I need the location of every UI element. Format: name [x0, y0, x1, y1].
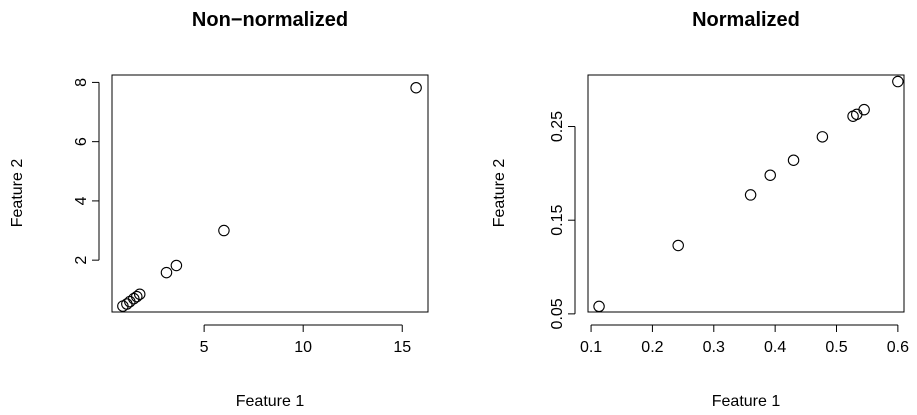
- y-tick-label: 2: [73, 256, 90, 265]
- x-tick-label: 0.2: [641, 339, 663, 356]
- x-axis-label-2: Feature 1: [712, 393, 781, 410]
- y-tick-label: 8: [73, 78, 90, 87]
- x-tick-label: 0.4: [764, 339, 786, 356]
- panel-normalized: Normalized 0.1 0.2 0.3 0.4 0.5 0.6 0.050.150.…: [491, 9, 909, 410]
- y-tick-label: 0.15: [549, 205, 566, 236]
- panel-non-normalized: Non−normalized 5 10 15 2 4 6 8 Feature 1 Feat…: [9, 9, 428, 410]
- data-point: [161, 267, 171, 277]
- x-axis-label-1: Feature 1: [236, 393, 305, 410]
- points-2: [594, 76, 903, 311]
- data-point: [852, 109, 862, 119]
- data-point: [219, 225, 229, 235]
- y-axis-label-1: Feature 2: [9, 159, 26, 228]
- data-point: [673, 240, 683, 250]
- x-tick-label: 10: [294, 339, 312, 356]
- data-point: [788, 155, 798, 165]
- data-point: [594, 301, 604, 311]
- x-tick-label: 15: [393, 339, 411, 356]
- x-axis-1: 5 10 15: [200, 325, 412, 356]
- y-axis-label-2: Feature 2: [491, 159, 508, 228]
- chart-title-1: Non−normalized: [192, 9, 348, 31]
- y-axis-2: 0.05 0.15 0.25: [549, 111, 575, 330]
- data-point: [765, 170, 775, 180]
- plot-frame-1: [112, 75, 428, 312]
- y-axis-1: 2 4 6 8: [73, 78, 99, 265]
- x-tick-label: 0.3: [703, 339, 725, 356]
- data-point: [411, 83, 421, 93]
- x-tick-label: 0.1: [580, 339, 602, 356]
- x-tick-label: 0.5: [825, 339, 847, 356]
- data-point: [171, 260, 181, 270]
- x-tick-label: 0.6: [887, 339, 909, 356]
- points-1: [118, 83, 422, 312]
- data-point: [745, 190, 755, 200]
- y-tick-label: 6: [73, 137, 90, 146]
- data-point: [817, 132, 827, 142]
- x-axis-2: 0.1 0.2 0.3 0.4 0.5 0.6: [580, 325, 909, 356]
- y-tick-label: 4: [73, 196, 90, 205]
- data-point: [132, 291, 142, 301]
- chart-title-2: Normalized: [692, 9, 800, 31]
- y-tick-label: 0.25: [549, 111, 566, 142]
- data-point: [122, 299, 132, 309]
- data-point: [859, 104, 869, 114]
- y-tick-label: 0.05: [549, 298, 566, 329]
- x-tick-label: 5: [200, 339, 209, 356]
- data-point: [893, 76, 903, 86]
